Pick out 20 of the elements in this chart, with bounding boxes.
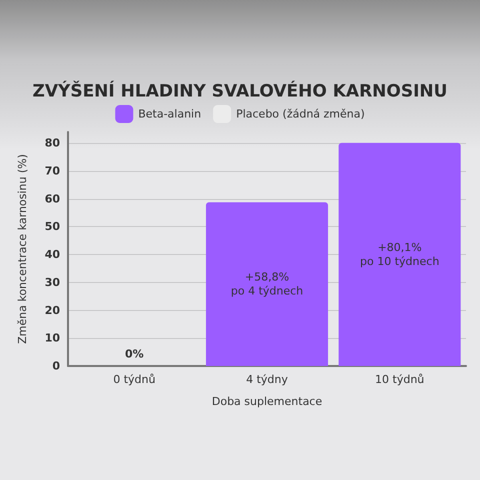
y-tick-label: 60 <box>44 192 60 206</box>
y-tick-label: 10 <box>44 332 60 345</box>
y-tick-label: 20 <box>44 304 60 317</box>
x-tick-label: 4 týdny <box>246 373 288 386</box>
x-axis-title: Doba suplementace <box>212 395 322 408</box>
x-tick-label: 0 týdnů <box>113 373 156 386</box>
legend-label: Beta-alanin <box>138 108 202 120</box>
y-tick-label: 70 <box>44 164 60 178</box>
data-label: 0% <box>124 348 144 360</box>
y-tick-label: 0 <box>52 360 60 372</box>
y-tick-label: 40 <box>44 248 60 262</box>
y-tick-label: 50 <box>44 220 60 234</box>
y-tick-label: 80 <box>44 136 60 150</box>
x-tick-label: 10 týdnů <box>375 373 424 386</box>
legend-label: Placebo (žádná změna) <box>236 108 365 120</box>
y-tick-label: 30 <box>44 276 60 289</box>
y-axis-title: Změna koncentrace karnosinu (%) <box>16 154 29 344</box>
data-label: +80,1% po 10 týdnech <box>360 240 440 268</box>
data-label: +58,8% po 4 týdnech <box>230 270 304 298</box>
chart-title: ZVÝŠENÍ HLADINY SVALOVÉHO KARNOSINU <box>32 80 448 102</box>
